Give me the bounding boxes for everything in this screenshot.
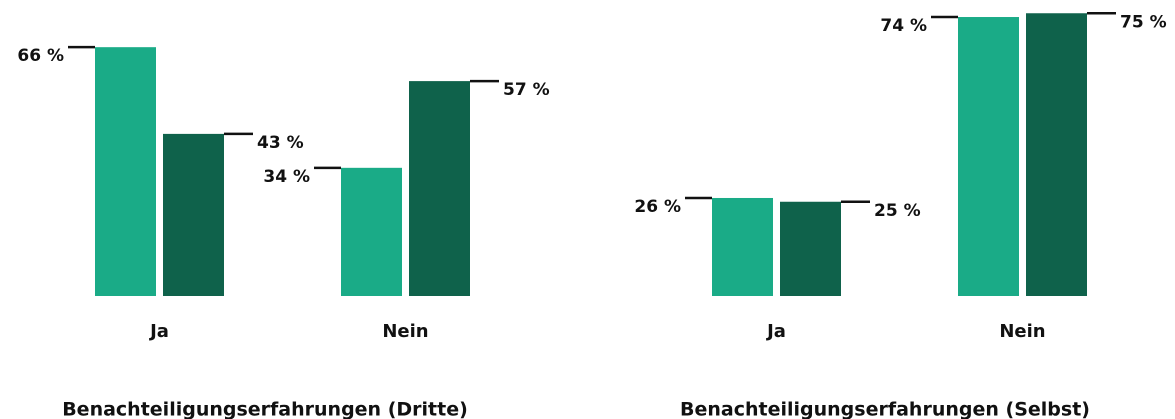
bar xyxy=(341,167,402,296)
value-label: 75 % xyxy=(1120,12,1167,32)
bar xyxy=(163,133,224,296)
x-tick-label: Nein xyxy=(382,321,428,342)
value-label: 34 % xyxy=(263,167,310,187)
chart-title: Benachteiligungserfahrungen (Dritte) xyxy=(62,399,468,419)
bar xyxy=(712,197,773,296)
value-label: 66 % xyxy=(17,46,64,66)
bar xyxy=(409,81,470,296)
bar xyxy=(958,17,1019,297)
x-tick-label: Ja xyxy=(765,321,786,342)
value-label: 25 % xyxy=(874,201,921,221)
value-label: 57 % xyxy=(503,80,550,100)
bar xyxy=(95,47,156,297)
value-label: 26 % xyxy=(634,197,681,217)
x-tick-label: Nein xyxy=(999,321,1045,342)
x-tick-label: Ja xyxy=(148,321,169,342)
chart-title: Benachteiligungserfahrungen (Selbst) xyxy=(680,399,1090,419)
bar xyxy=(780,201,841,296)
value-label: 74 % xyxy=(880,16,927,36)
value-label: 43 % xyxy=(257,133,304,153)
bar xyxy=(1026,13,1087,296)
